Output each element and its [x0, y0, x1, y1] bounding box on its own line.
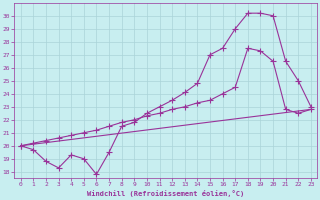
X-axis label: Windchill (Refroidissement éolien,°C): Windchill (Refroidissement éolien,°C)	[87, 190, 244, 197]
